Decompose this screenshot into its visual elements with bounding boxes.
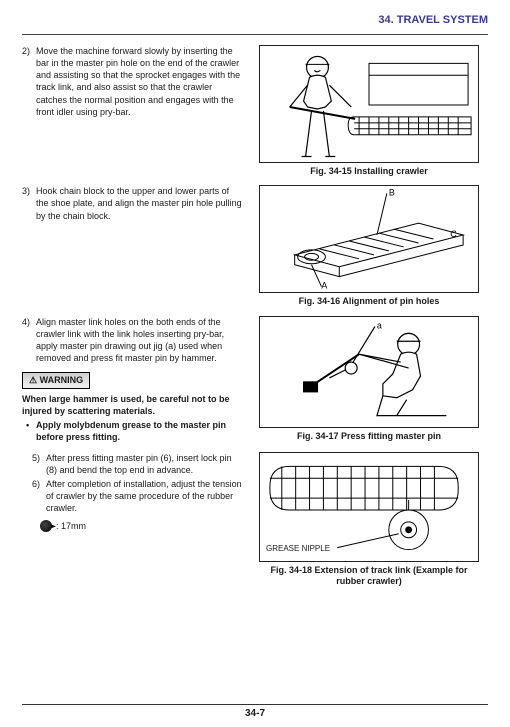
row-step4: 4) Align master link holes on the both e… [22, 316, 488, 444]
step-num: 4) [22, 316, 36, 365]
fig-17-caption: Fig. 34-17 Press fitting master pin [297, 431, 441, 442]
step-body: Move the machine forward slowly by inser… [36, 45, 244, 118]
step-body: Hook chain block to the upper and lower … [36, 185, 244, 221]
page: 34. TRAVEL SYSTEM 2) Move the machine fo… [0, 0, 510, 727]
step-num: 5) [32, 452, 46, 476]
warning-bullet: Apply molybdenum grease to the master pi… [22, 419, 244, 443]
footer-rule [22, 704, 488, 705]
step-num: 2) [22, 45, 36, 118]
step-5: 5) After press fitting master pin (6), i… [22, 452, 244, 476]
fig-16-box: B C A [259, 185, 479, 293]
step-3: 3) Hook chain block to the upper and low… [22, 185, 244, 221]
fig-18-box: GREASE NIPPLE [259, 452, 479, 562]
torque-value: : 17mm [56, 521, 86, 531]
fig-17-svg: a [260, 316, 478, 428]
fig-15-caption: Fig. 34-15 Installing crawler [310, 166, 428, 177]
fig-15-box [259, 45, 479, 163]
step-6: 6) After completion of installation, adj… [22, 478, 244, 514]
grease-nipple-label: GREASE NIPPLE [266, 544, 330, 553]
step-body: Align master link holes on the both ends… [36, 316, 244, 365]
fig-col-18: GREASE NIPPLE Fig. 34-18 Extension of tr… [250, 452, 488, 588]
fig-16-caption: Fig. 34-16 Alignment of pin holes [299, 296, 440, 307]
bullet-text: Apply molybdenum grease to the master pi… [36, 419, 244, 443]
page-number: 34-7 [0, 708, 510, 719]
text-col: 2) Move the machine forward slowly by in… [22, 45, 250, 177]
warning-badge: ⚠ WARNING [22, 372, 90, 389]
torque-icon [40, 520, 52, 532]
label-a: A [321, 281, 327, 291]
row-step2: 2) Move the machine forward slowly by in… [22, 45, 488, 177]
step-2: 2) Move the machine forward slowly by in… [22, 45, 244, 118]
row-step3: 3) Hook chain block to the upper and low… [22, 185, 488, 307]
label-a17: a [377, 320, 382, 330]
fig-18-caption: Fig. 34-18 Extension of track link (Exam… [259, 565, 479, 588]
fig-15-svg [260, 45, 478, 163]
label-c: C [450, 229, 457, 239]
fig-col-16: B C A Fig. 34-16 Alignment of pin holes [250, 185, 488, 307]
fig-17-box: a [259, 316, 479, 428]
step-num: 6) [32, 478, 46, 514]
step-4: 4) Align master link holes on the both e… [22, 316, 244, 365]
text-col: 5) After press fitting master pin (6), i… [22, 452, 250, 588]
section-header: 34. TRAVEL SYSTEM [22, 14, 488, 26]
fig-col-17: a Fig. 34-17 Press fitting master pin [250, 316, 488, 444]
text-col: 4) Align master link holes on the both e… [22, 316, 250, 444]
row-step56: 5) After press fitting master pin (6), i… [22, 452, 488, 588]
header-rule [22, 34, 488, 35]
step-body: After press fitting master pin (6), inse… [46, 452, 244, 476]
warning-text: When large hammer is used, be careful no… [22, 393, 244, 417]
fig-16-svg: B C A [260, 185, 478, 293]
text-col: 3) Hook chain block to the upper and low… [22, 185, 250, 307]
step-num: 3) [22, 185, 36, 221]
step-body: After completion of installation, adjust… [46, 478, 244, 514]
label-b: B [389, 188, 395, 198]
fig-col-15: Fig. 34-15 Installing crawler [250, 45, 488, 177]
torque-spec: : 17mm [22, 520, 244, 532]
